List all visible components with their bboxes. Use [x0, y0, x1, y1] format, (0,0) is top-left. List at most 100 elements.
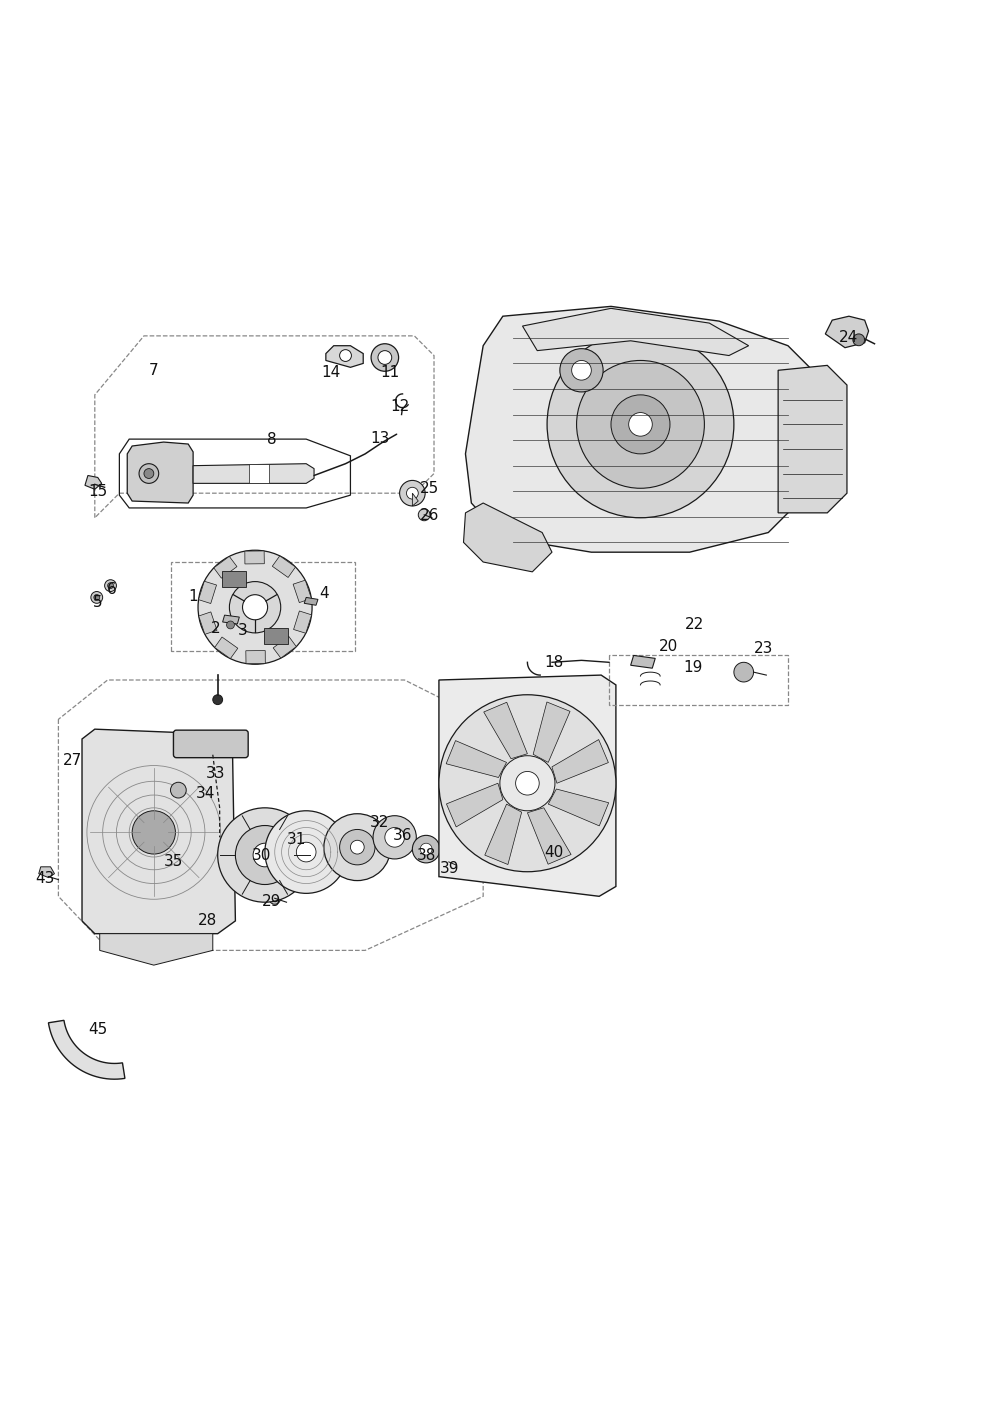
Circle shape — [350, 840, 364, 854]
Polygon shape — [246, 650, 265, 664]
Polygon shape — [528, 807, 571, 864]
Polygon shape — [223, 570, 246, 586]
Polygon shape — [127, 443, 193, 502]
Circle shape — [373, 816, 416, 858]
Circle shape — [853, 333, 865, 346]
Text: 29: 29 — [262, 894, 281, 908]
Text: 3: 3 — [238, 623, 247, 639]
Circle shape — [230, 582, 281, 633]
Circle shape — [734, 663, 753, 683]
Text: 38: 38 — [416, 847, 436, 863]
Polygon shape — [245, 551, 264, 563]
Polygon shape — [825, 316, 869, 348]
Polygon shape — [294, 612, 312, 633]
Circle shape — [412, 836, 440, 863]
Text: 7: 7 — [149, 363, 159, 377]
Circle shape — [107, 583, 113, 589]
Polygon shape — [446, 741, 507, 778]
Polygon shape — [305, 597, 318, 606]
Circle shape — [132, 810, 176, 854]
Polygon shape — [293, 580, 312, 603]
Circle shape — [577, 360, 704, 488]
Text: 30: 30 — [252, 847, 271, 863]
Circle shape — [418, 509, 430, 521]
Text: 32: 32 — [370, 815, 389, 830]
Text: 13: 13 — [370, 430, 389, 446]
Circle shape — [339, 830, 375, 864]
Polygon shape — [412, 494, 418, 507]
Polygon shape — [264, 629, 288, 644]
Text: 25: 25 — [419, 481, 439, 495]
Circle shape — [441, 854, 457, 870]
Text: 28: 28 — [198, 914, 218, 928]
Polygon shape — [533, 702, 570, 762]
Circle shape — [629, 413, 653, 436]
Circle shape — [218, 807, 313, 902]
Circle shape — [420, 843, 432, 856]
Polygon shape — [249, 464, 269, 484]
FancyBboxPatch shape — [174, 731, 248, 758]
Text: 34: 34 — [196, 786, 216, 800]
Circle shape — [500, 756, 555, 810]
Polygon shape — [272, 556, 296, 578]
Polygon shape — [552, 739, 608, 783]
Text: 45: 45 — [88, 1022, 107, 1036]
Circle shape — [323, 813, 390, 881]
Polygon shape — [38, 867, 54, 877]
Circle shape — [572, 360, 592, 380]
Polygon shape — [465, 307, 827, 552]
Polygon shape — [82, 729, 236, 934]
Circle shape — [611, 394, 669, 454]
Circle shape — [94, 595, 100, 600]
Circle shape — [516, 772, 539, 795]
Text: 11: 11 — [381, 365, 399, 380]
Circle shape — [547, 331, 734, 518]
Polygon shape — [778, 365, 847, 512]
Polygon shape — [439, 675, 616, 897]
Circle shape — [253, 843, 277, 867]
Text: 24: 24 — [839, 331, 859, 345]
Text: 1: 1 — [188, 589, 198, 604]
Text: 39: 39 — [440, 861, 459, 877]
Polygon shape — [485, 805, 522, 864]
Text: 31: 31 — [287, 832, 306, 847]
Polygon shape — [85, 475, 102, 490]
Circle shape — [297, 843, 317, 861]
Polygon shape — [215, 637, 238, 658]
Text: 6: 6 — [106, 582, 116, 597]
Text: 43: 43 — [35, 871, 54, 885]
Text: 26: 26 — [419, 508, 439, 524]
Text: 27: 27 — [62, 753, 82, 768]
Text: 18: 18 — [544, 654, 564, 670]
Text: 4: 4 — [319, 586, 328, 602]
Circle shape — [399, 481, 425, 507]
Text: 15: 15 — [88, 484, 107, 498]
Polygon shape — [548, 789, 608, 826]
Text: 23: 23 — [753, 641, 773, 656]
Polygon shape — [325, 346, 363, 368]
Polygon shape — [631, 656, 656, 668]
Circle shape — [339, 349, 351, 362]
Polygon shape — [523, 308, 748, 356]
Circle shape — [385, 827, 404, 847]
Polygon shape — [447, 783, 503, 827]
Text: 14: 14 — [321, 365, 340, 380]
Circle shape — [378, 350, 391, 365]
Circle shape — [144, 468, 154, 478]
Polygon shape — [463, 502, 552, 572]
Text: 2: 2 — [211, 622, 221, 636]
Circle shape — [213, 695, 223, 705]
Polygon shape — [48, 1020, 125, 1080]
Text: 5: 5 — [93, 595, 103, 610]
Polygon shape — [273, 636, 297, 658]
Circle shape — [439, 695, 616, 871]
Polygon shape — [223, 614, 240, 624]
Circle shape — [105, 580, 116, 592]
Text: 22: 22 — [685, 617, 704, 633]
Text: 20: 20 — [659, 639, 677, 654]
Polygon shape — [100, 934, 213, 965]
Text: 33: 33 — [206, 766, 226, 780]
Circle shape — [198, 551, 313, 664]
Circle shape — [560, 349, 603, 392]
Polygon shape — [198, 582, 217, 603]
